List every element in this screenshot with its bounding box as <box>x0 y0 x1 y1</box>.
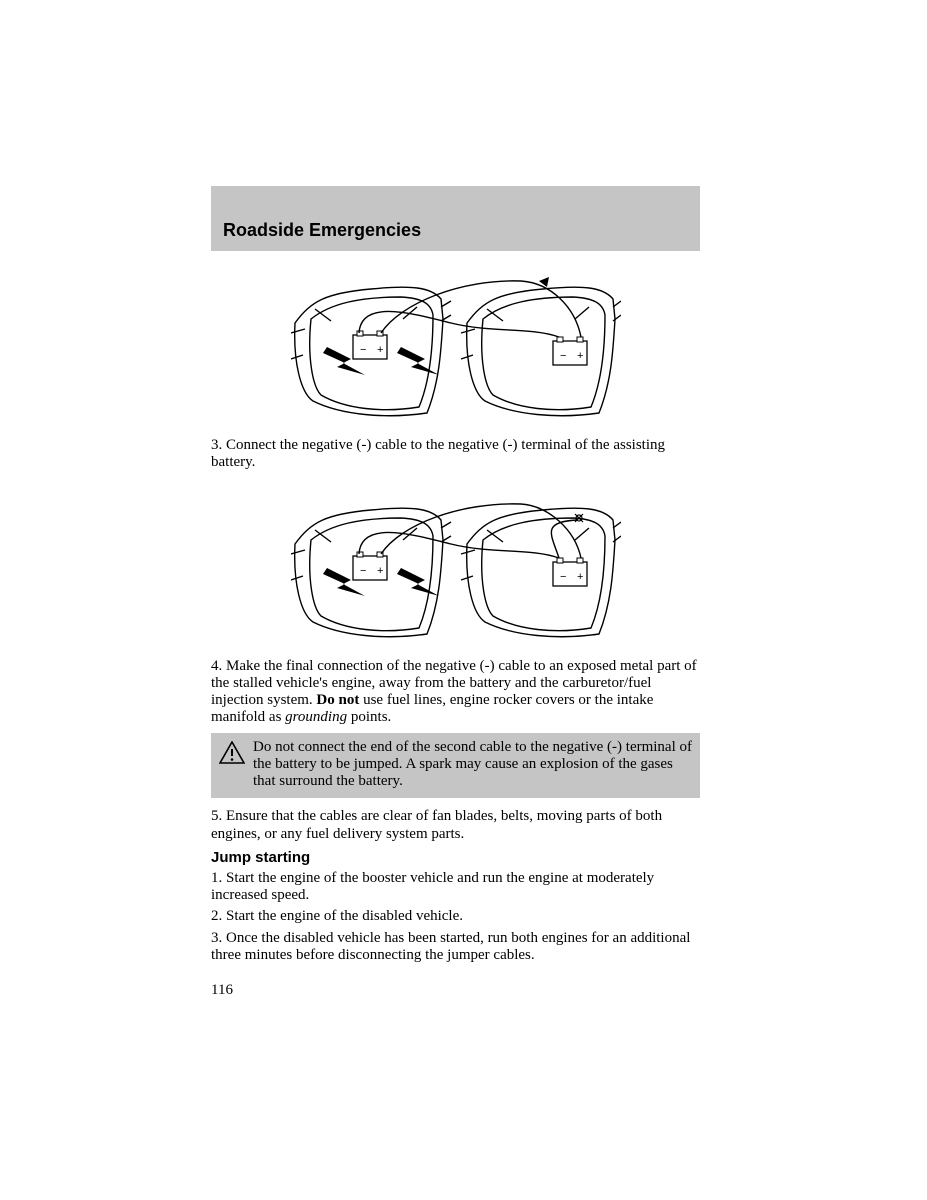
step4-grounding: grounding <box>285 709 347 725</box>
step-4-text: 4. Make the final connection of the nega… <box>211 658 700 727</box>
jumper-diagram-step4: − + − + <box>291 484 621 650</box>
section-title: Roadside Emergencies <box>223 220 688 241</box>
warning-callout: Do not connect the end of the second cab… <box>211 733 700 799</box>
step4-donot: Do not <box>316 692 359 708</box>
manual-page: Roadside Emergencies − + <box>211 186 700 999</box>
jump-step-2: 2. Start the engine of the disabled vehi… <box>211 908 700 925</box>
step4-post: points. <box>347 709 391 725</box>
svg-text:+: + <box>577 571 583 583</box>
svg-text:+: + <box>377 344 383 356</box>
jumper-diagram-step3: − + − + <box>291 263 621 429</box>
svg-text:+: + <box>377 565 383 577</box>
page-number: 116 <box>211 982 700 999</box>
svg-text:−: − <box>360 344 366 356</box>
step-3-text: 3. Connect the negative (-) cable to the… <box>211 437 700 472</box>
svg-text:−: − <box>360 565 366 577</box>
svg-text:−: − <box>560 571 566 583</box>
jump-step-3: 3. Once the disabled vehicle has been st… <box>211 930 700 965</box>
svg-text:−: − <box>560 350 566 362</box>
step-5-text: 5. Ensure that the cables are clear of f… <box>211 808 700 843</box>
warning-triangle-icon <box>219 741 245 765</box>
warning-text: Do not connect the end of the second cab… <box>253 739 692 791</box>
jump-step-1: 1. Start the engine of the booster vehic… <box>211 870 700 905</box>
svg-text:+: + <box>577 350 583 362</box>
section-header-band: Roadside Emergencies <box>211 186 700 251</box>
jump-starting-heading: Jump starting <box>211 849 700 866</box>
